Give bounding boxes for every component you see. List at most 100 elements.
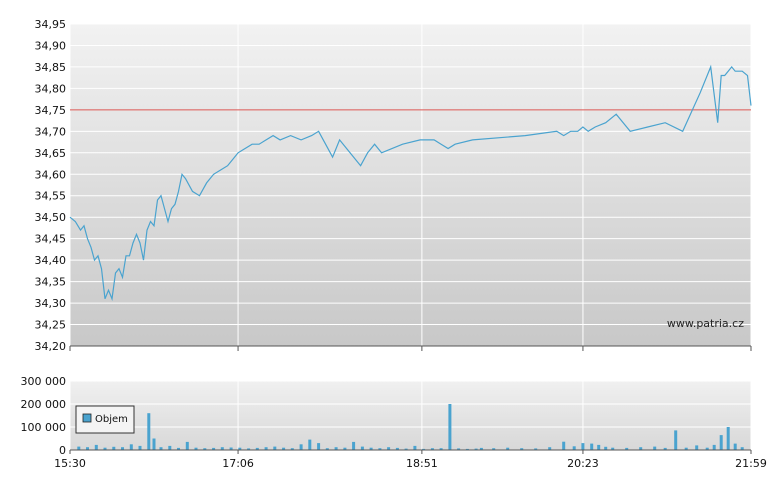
volume-bar [506,447,510,450]
volume-bar [159,447,163,450]
volume-bar [369,447,373,450]
volume-bar [112,446,116,450]
price-plot-background [70,24,751,346]
volume-bar [247,448,251,450]
x-tick-label: 18:51 [406,457,438,470]
volume-bar [299,444,303,451]
volume-bar [290,448,294,450]
price-y-tick-label: 34,45 [35,233,67,246]
volume-bar [238,447,242,450]
volume-x-axis: 15:30 17:06 18:51 20:23 21:59 [54,450,767,470]
volume-bars [77,404,744,451]
volume-plot-background [70,381,751,450]
volume-y-tick-label: 0 [59,444,66,457]
volume-bar [465,448,469,450]
legend-label: Objem [95,414,128,425]
volume-bar [185,441,189,450]
volume-bar [395,447,399,450]
price-y-tick-label: 34,60 [35,168,67,181]
volume-bar [705,447,709,450]
volume-bar [534,448,538,450]
volume-bar [712,444,716,450]
volume-bar [387,447,391,450]
volume-bar [352,441,356,450]
volume-bar [663,447,667,450]
volume-bar [684,447,688,450]
volume-bar [229,447,233,450]
legend: Objem [75,405,135,434]
price-panel: 34,20 34,25 34,30 34,35 34,40 34,45 34,50 34,55… [35,18,752,353]
volume-bar [404,448,408,450]
price-series-line [69,64,752,302]
volume-bar [597,444,601,450]
x-tick-label: 20:23 [567,457,599,470]
volume-bar [138,445,142,450]
volume-y-tick-label: 300 000 [21,375,67,388]
volume-bar [474,448,478,450]
price-y-tick-label: 34,30 [35,297,67,310]
volume-bar [457,448,461,450]
volume-bar [479,447,483,450]
price-y-tick-label: 34,65 [35,147,67,160]
volume-bar [604,446,608,450]
volume-bar [273,446,277,450]
volume-bar [103,447,107,450]
volume-bar [590,443,594,450]
volume-bar [733,443,737,450]
volume-bar [378,448,382,450]
volume-bar [520,448,524,450]
volume-bar [147,413,151,450]
volume-bar [439,448,443,450]
price-y-tick-label: 34,50 [35,211,67,224]
price-y-tick-label: 34,40 [35,254,67,267]
volume-bar [653,446,657,450]
volume-bar [448,404,452,450]
volume-y-tick-label: 100 000 [21,421,67,434]
volume-bar [548,447,552,450]
volume-bar [726,427,730,450]
volume-bar [695,445,699,450]
volume-bar [308,439,312,450]
volume-bar [360,446,364,450]
volume-bar [413,445,417,450]
volume-y-axis: 0 100 000 200 000 300 000 [21,375,67,457]
volume-bar [492,448,496,450]
price-y-tick-label: 34,55 [35,190,67,203]
volume-bar [94,444,98,450]
x-tick-label: 17:06 [222,457,254,470]
price-y-tick-label: 34,95 [35,18,67,31]
volume-bar [168,445,172,450]
price-y-tick-label: 34,75 [35,104,67,117]
volume-panel: 0 100 000 200 000 300 000 15:30 17:06 18:51 20… [21,375,767,470]
price-y-tick-label: 34,70 [35,125,67,138]
volume-bar [430,448,434,450]
price-y-tick-label: 34,35 [35,276,67,289]
volume-bar [325,448,329,450]
x-tick-label: 15:30 [54,457,86,470]
volume-bar [562,441,566,450]
volume-bar [282,447,286,450]
watermark: www.patria.cz [667,317,744,330]
volume-bar [77,446,81,450]
volume-bar [611,447,615,450]
price-y-tick-label: 34,25 [35,319,67,332]
volume-bar [203,448,207,450]
volume-bar [212,447,216,450]
volume-y-tick-label: 200 000 [21,398,67,411]
volume-bar [422,448,426,450]
price-y-tick-label: 34,90 [35,39,67,52]
volume-bar [719,435,723,450]
price-y-axis: 34,20 34,25 34,30 34,35 34,40 34,45 34,50 34,55… [35,18,67,353]
price-x-ticks [69,346,752,351]
legend-swatch [82,413,92,423]
price-y-tick-label: 34,20 [35,340,67,353]
volume-bar [740,447,744,450]
volume-bar [177,447,180,450]
volume-bar [152,438,156,450]
volume-bar [317,443,321,450]
volume-bar [194,447,198,450]
price-y-tick-label: 34,85 [35,61,67,74]
volume-bar [625,447,629,450]
volume-bar [334,447,338,450]
